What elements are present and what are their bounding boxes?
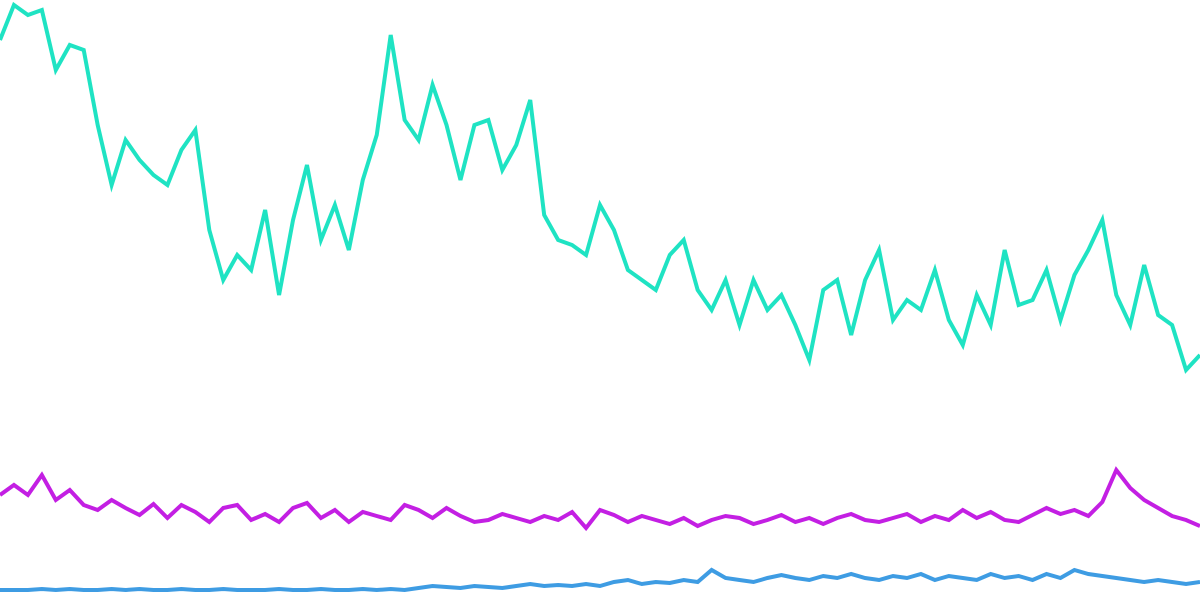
series-purple [0,470,1200,528]
line-chart [0,0,1200,600]
series-blue [0,570,1200,590]
series-teal [0,5,1200,370]
